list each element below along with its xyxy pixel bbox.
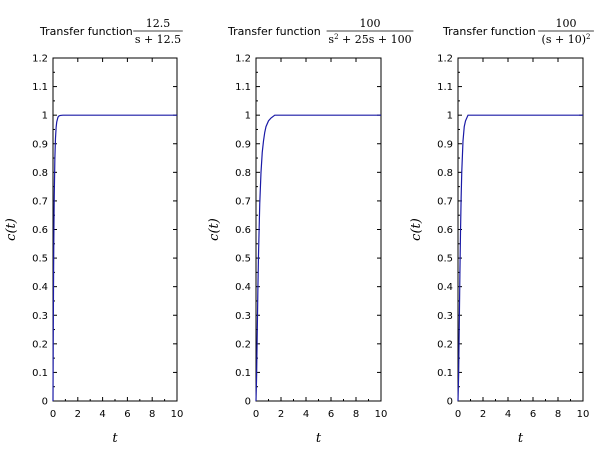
title-fraction-numerator: 12.5 [146, 17, 171, 30]
y-tick-label: 0.4 [437, 282, 453, 293]
y-tick-label: 0.7 [235, 196, 251, 207]
y-tick-label: 0.2 [32, 339, 48, 350]
y-tick-label: 0.3 [32, 311, 48, 322]
y-tick-label: 0.3 [437, 311, 453, 322]
y-tick-label: 0.5 [32, 254, 48, 265]
x-tick-label: 0 [50, 409, 56, 420]
y-tick-label: 0.4 [32, 282, 48, 293]
y-tick-label: 0.8 [437, 168, 453, 179]
chart-title: Transfer function [39, 25, 133, 38]
x-tick-label: 4 [99, 409, 105, 420]
x-tick-label: 4 [505, 409, 511, 420]
series-line-1 [457, 114, 583, 402]
y-tick-label: 1 [245, 111, 251, 122]
x-axis-label: t [518, 431, 524, 446]
x-tick-label: 4 [303, 409, 309, 420]
plot-frame [457, 57, 584, 402]
y-tick-label: 0 [447, 397, 453, 408]
y-tick-label: 0.2 [235, 339, 251, 350]
y-tick-label: 0 [245, 397, 251, 408]
chart-panel-1: Transfer function 12.5 s + 12.5 0 0.1 0.2 0.3 0… [4, 17, 183, 446]
y-tick-label: 1.1 [32, 82, 48, 93]
y-tick-label: 1 [42, 111, 48, 122]
x-tick-label: 2 [480, 409, 486, 420]
title-fraction-numerator: 100 [556, 17, 577, 30]
y-tick-label: 1.2 [235, 54, 251, 65]
series-line-1 [255, 114, 381, 402]
x-tick-label: 8 [353, 409, 359, 420]
charts-root: Transfer function 12.5 s + 12.5 0 0.1 0.2 0.3 0… [4, 17, 594, 446]
y-axis-label: c(t) [4, 218, 19, 241]
y-tick-label: 0.9 [437, 139, 453, 150]
chart-title: Transfer function [442, 25, 536, 38]
chart-title: Transfer function [227, 25, 321, 38]
y-tick-label: 0.9 [235, 139, 251, 150]
y-tick-label: 1 [447, 111, 453, 122]
y-tick-label: 0.4 [235, 282, 251, 293]
y-tick-label: 0.3 [235, 311, 251, 322]
x-tick-label: 10 [375, 409, 388, 420]
y-tick-label: 0.1 [32, 368, 48, 379]
x-axis-label: t [112, 431, 118, 446]
x-tick-label: 2 [75, 409, 81, 420]
y-tick-label: 0.6 [235, 225, 251, 236]
y-tick-label: 0.1 [437, 368, 453, 379]
x-tick-label: 8 [555, 409, 561, 420]
y-tick-label: 0.2 [437, 339, 453, 350]
y-tick-label: 0.5 [235, 254, 251, 265]
x-tick-label: 6 [530, 409, 536, 420]
y-tick-label: 0.6 [32, 225, 48, 236]
y-tick-label: 0.1 [235, 368, 251, 379]
x-tick-label: 6 [124, 409, 130, 420]
y-tick-label: 0.9 [32, 139, 48, 150]
y-axis-label: c(t) [409, 218, 424, 241]
y-tick-label: 0.8 [235, 168, 251, 179]
x-tick-label: 6 [328, 409, 334, 420]
title-fraction-denominator: s + 12.5 [135, 33, 181, 46]
x-tick-label: 0 [455, 409, 461, 420]
title-fraction-denominator: s2 + 25s + 100 [328, 33, 411, 46]
x-tick-label: 2 [278, 409, 284, 420]
y-tick-label: 0.8 [32, 168, 48, 179]
y-tick-label: 1.2 [32, 54, 48, 65]
x-tick-label: 0 [253, 409, 259, 420]
y-tick-label: 0.6 [437, 225, 453, 236]
y-tick-label: 0.7 [437, 196, 453, 207]
y-tick-label: 1.2 [437, 54, 453, 65]
y-tick-label: 0.5 [437, 254, 453, 265]
x-tick-label: 10 [577, 409, 590, 420]
series-line-1 [52, 114, 177, 402]
plot-frame [52, 57, 178, 402]
title-fraction-numerator: 100 [360, 17, 381, 30]
y-axis-label: c(t) [207, 218, 222, 241]
x-axis-label: t [316, 431, 322, 446]
x-tick-label: 8 [149, 409, 155, 420]
x-tick-label: 10 [171, 409, 184, 420]
y-tick-label: 0 [42, 397, 48, 408]
y-tick-label: 0.7 [32, 196, 48, 207]
title-fraction-denominator: (s + 10)2 [542, 33, 591, 46]
y-tick-label: 1.1 [235, 82, 251, 93]
y-tick-label: 1.1 [437, 82, 453, 93]
plot-frame [255, 57, 382, 402]
